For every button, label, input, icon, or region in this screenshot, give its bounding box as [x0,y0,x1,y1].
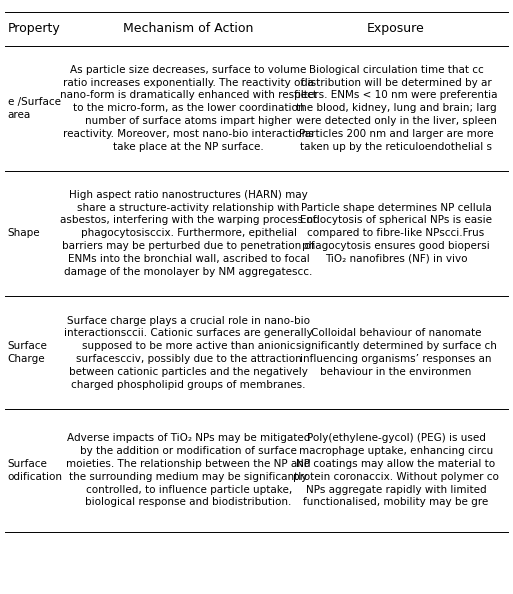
Text: Surface
Charge: Surface Charge [8,341,48,364]
Text: Particle shape determines NP cellula
Endocytosis of spherical NPs is easie
compa: Particle shape determines NP cellula End… [300,203,492,264]
Text: Surface
odification: Surface odification [8,459,63,482]
Text: Poly(ethylene-gycol) (PEG) is used
macrophage uptake, enhancing circu
NP coating: Poly(ethylene-gycol) (PEG) is used macro… [293,434,499,507]
Text: Colloidal behaviour of nanomate
significantly determined by surface ch
influenci: Colloidal behaviour of nanomate signific… [295,328,497,377]
Text: e /Surface
area: e /Surface area [8,97,61,119]
Text: Mechanism of Action: Mechanism of Action [124,22,254,35]
Text: As particle size decreases, surface to volume
ratio increases exponentially. The: As particle size decreases, surface to v… [60,65,317,151]
Text: Property: Property [8,22,61,35]
Text: Shape: Shape [8,228,40,238]
Text: Exposure: Exposure [367,22,425,35]
Text: Biological circulation time that cc
distribution will be determined by ar
filter: Biological circulation time that cc dist… [294,65,498,151]
Text: Adverse impacts of TiO₂ NPs may be mitigated
by the addition or modification of : Adverse impacts of TiO₂ NPs may be mitig… [66,434,311,507]
Text: Surface charge plays a crucial role in nano-bio
interactionsccii. Cationic surfa: Surface charge plays a crucial role in n… [64,315,313,390]
Text: High aspect ratio nanostructures (HARN) may
share a structure-activity relations: High aspect ratio nanostructures (HARN) … [61,190,317,277]
